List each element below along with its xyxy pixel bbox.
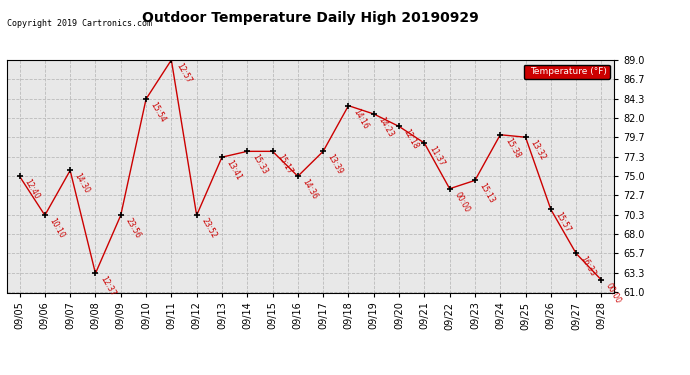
Text: 14:23: 14:23	[377, 116, 395, 139]
Text: 15:54: 15:54	[149, 100, 168, 124]
Text: 00:00: 00:00	[453, 190, 471, 214]
Text: 14:30: 14:30	[73, 172, 92, 195]
Text: 13:41: 13:41	[225, 159, 244, 182]
Text: 15:33: 15:33	[250, 153, 269, 176]
Text: 23:56: 23:56	[124, 217, 142, 240]
Text: 15:57: 15:57	[553, 211, 573, 234]
Text: 10:10: 10:10	[48, 217, 66, 240]
Text: 12:37: 12:37	[98, 275, 117, 298]
Legend: Temperature (°F): Temperature (°F)	[524, 64, 609, 79]
Text: 15:17: 15:17	[275, 153, 294, 176]
Text: 15:38: 15:38	[503, 136, 522, 159]
Text: 14:36: 14:36	[301, 178, 319, 201]
Text: 00:00: 00:00	[604, 281, 623, 305]
Text: 13:39: 13:39	[326, 153, 345, 176]
Text: 23:52: 23:52	[199, 217, 218, 240]
Text: Outdoor Temperature Daily High 20190929: Outdoor Temperature Daily High 20190929	[142, 11, 479, 25]
Text: 12:57: 12:57	[174, 62, 193, 85]
Text: 13:32: 13:32	[529, 139, 547, 162]
Text: 11:37: 11:37	[427, 144, 446, 168]
Text: 15:13: 15:13	[477, 182, 496, 205]
Text: 12:18: 12:18	[402, 128, 420, 151]
Text: 14:16: 14:16	[351, 107, 370, 130]
Text: Copyright 2019 Cartronics.com: Copyright 2019 Cartronics.com	[7, 19, 152, 28]
Text: 12:40: 12:40	[22, 178, 41, 201]
Text: 16:33: 16:33	[579, 255, 598, 278]
